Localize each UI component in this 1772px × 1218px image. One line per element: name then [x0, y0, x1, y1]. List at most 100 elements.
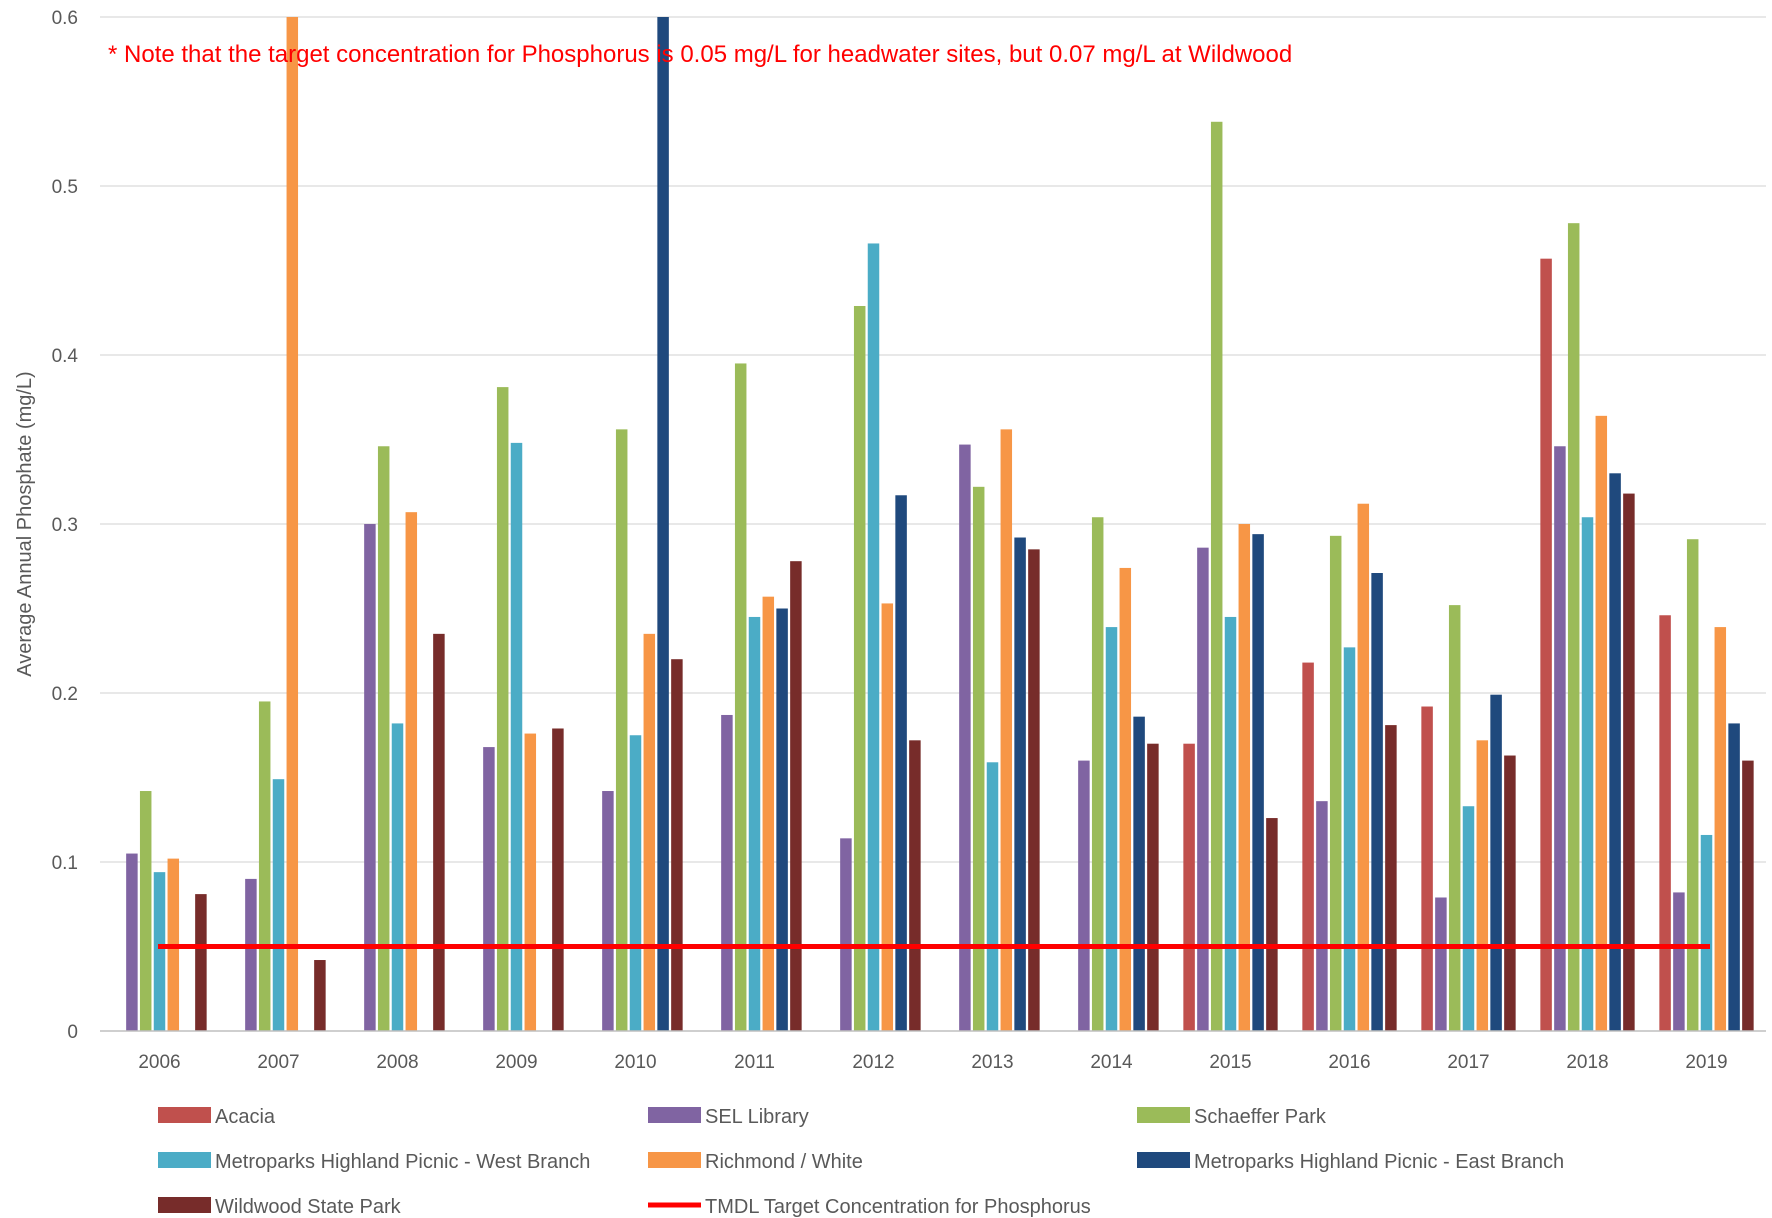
legend-item: Acacia [158, 1106, 276, 1128]
bar-schaeffer-park-2018 [1567, 223, 1580, 1031]
bar-wildwood-state-park-2016 [1385, 725, 1397, 1031]
legend-item: SEL Library [648, 1106, 809, 1128]
bar-richmond-white-2010 [643, 633, 656, 1031]
bar-metroparks-highland-picnic-west-branch-2016 [1343, 647, 1356, 1031]
x-tick-label: 2016 [1328, 1052, 1370, 1073]
bar-metroparks-highland-picnic-east-branch-2016 [1371, 573, 1383, 1031]
bar-metroparks-highland-picnic-west-branch-2011 [748, 616, 761, 1031]
legend-item: Wildwood State Park [158, 1196, 402, 1218]
bar-metroparks-highland-picnic-west-branch-2007 [272, 779, 285, 1031]
bar-richmond-white-2016 [1357, 503, 1370, 1032]
bar-wildwood-state-park-2011 [790, 561, 802, 1031]
x-tick-label: 2011 [734, 1052, 775, 1073]
bar-metroparks-highland-picnic-west-branch-2017 [1462, 806, 1475, 1031]
x-tick-label: 2015 [1209, 1052, 1251, 1073]
bar-richmond-white-2018 [1595, 415, 1608, 1032]
bar-sel-library-2010 [602, 791, 614, 1031]
bar-sel-library-2011 [721, 714, 733, 1031]
y-axis-label: Average Annual Phosphate (mg/L) [14, 371, 36, 676]
bar-metroparks-highland-picnic-east-branch-2018 [1609, 473, 1621, 1031]
bar-wildwood-state-park-2009 [552, 728, 564, 1031]
bar-wildwood-state-park-2006 [195, 894, 207, 1031]
legend-item: TMDL Target Concentration for Phosphorus [648, 1196, 1091, 1218]
legend-swatch [158, 1197, 211, 1213]
legend-label: Metroparks Highland Picnic - West Branch [215, 1151, 590, 1173]
bar-richmond-white-2009 [524, 733, 537, 1031]
y-tick-label: 0.1 [52, 853, 78, 874]
bar-sel-library-2013 [959, 444, 971, 1031]
bar-wildwood-state-park-2012 [909, 740, 921, 1031]
bar-richmond-white-2013 [1000, 429, 1013, 1031]
bar-acacia-2019 [1659, 615, 1671, 1031]
bar-acacia-2017 [1421, 706, 1433, 1031]
bar-wildwood-state-park-2018 [1623, 493, 1635, 1032]
bar-wildwood-state-park-2013 [1028, 549, 1040, 1031]
legend-swatch [648, 1107, 701, 1123]
bar-metroparks-highland-picnic-east-branch-2014 [1133, 716, 1145, 1031]
bar-schaeffer-park-2011 [734, 363, 747, 1031]
bar-acacia-2016 [1302, 662, 1314, 1031]
x-tick-label: 2018 [1566, 1052, 1608, 1073]
y-tick-label: 0.2 [52, 684, 78, 705]
bar-metroparks-highland-picnic-east-branch-2017 [1490, 694, 1502, 1031]
bar-richmond-white-2017 [1476, 740, 1489, 1031]
y-tick-label: 0.6 [52, 8, 78, 29]
x-tick-label: 2013 [971, 1052, 1013, 1073]
bar-sel-library-2006 [126, 853, 138, 1031]
bar-schaeffer-park-2016 [1329, 535, 1342, 1031]
bar-richmond-white-2012 [881, 603, 894, 1031]
bar-metroparks-highland-picnic-west-branch-2018 [1581, 517, 1594, 1031]
bar-schaeffer-park-2014 [1091, 517, 1104, 1031]
bar-metroparks-highland-picnic-east-branch-2011 [776, 608, 788, 1031]
gridlines [100, 16, 1766, 863]
bar-sel-library-2015 [1197, 547, 1209, 1031]
bar-wildwood-state-park-2010 [671, 659, 683, 1031]
legend-label: Schaeffer Park [1194, 1106, 1327, 1128]
bar-sel-library-2018 [1554, 446, 1566, 1031]
bar-metroparks-highland-picnic-west-branch-2013 [986, 762, 999, 1031]
bar-wildwood-state-park-2015 [1266, 818, 1278, 1031]
bar-metroparks-highland-picnic-west-branch-2019 [1700, 834, 1713, 1031]
bar-sel-library-2019 [1673, 892, 1685, 1031]
bar-richmond-white-2011 [762, 596, 775, 1031]
bar-sel-library-2008 [364, 524, 376, 1031]
x-tick-label: 2010 [614, 1052, 656, 1073]
legend-swatch [158, 1107, 211, 1123]
bar-richmond-white-2008 [405, 512, 418, 1031]
bar-schaeffer-park-2009 [496, 387, 509, 1031]
bar-metroparks-highland-picnic-east-branch-2019 [1728, 723, 1740, 1031]
x-tick-label: 2019 [1685, 1052, 1727, 1073]
x-axis-tick-labels: 2006 2007 2008 2009 2010 2011 2012 2013 2014 2015… [138, 1052, 1727, 1073]
x-tick-label: 2012 [852, 1052, 894, 1073]
legend-label: Richmond / White [705, 1151, 863, 1173]
bar-schaeffer-park-2019 [1686, 539, 1699, 1031]
bar-metroparks-highland-picnic-east-branch-2010 [657, 17, 669, 1031]
y-axis-tick-labels: 0 0.1 0.2 0.3 0.4 0.5 0.6 [52, 8, 79, 1043]
legend-label: SEL Library [705, 1106, 809, 1128]
bar-richmond-white-2019 [1714, 627, 1727, 1031]
bars [126, 17, 1754, 1032]
bar-metroparks-highland-picnic-west-branch-2006 [153, 872, 166, 1031]
x-tick-label: 2008 [376, 1052, 418, 1073]
bar-schaeffer-park-2006 [139, 791, 152, 1031]
legend-item: Schaeffer Park [1137, 1106, 1327, 1128]
bar-metroparks-highland-picnic-west-branch-2010 [629, 735, 642, 1031]
bar-metroparks-highland-picnic-west-branch-2009 [510, 442, 523, 1031]
bar-wildwood-state-park-2008 [433, 633, 445, 1031]
y-tick-label: 0.5 [52, 177, 78, 198]
legend-label: Acacia [215, 1106, 276, 1128]
bar-richmond-white-2014 [1119, 567, 1132, 1031]
bar-sel-library-2012 [840, 838, 852, 1031]
legend-label: Metroparks Highland Picnic - East Branch [1194, 1151, 1564, 1173]
chart-annotation-note: * Note that the target concentration for… [108, 41, 1292, 68]
bar-wildwood-state-park-2017 [1504, 755, 1516, 1031]
bar-sel-library-2017 [1435, 897, 1447, 1031]
legend-swatch [648, 1152, 701, 1168]
legend-item: Metroparks Highland Picnic - East Branch [1137, 1151, 1564, 1173]
bar-schaeffer-park-2012 [853, 305, 866, 1031]
bar-schaeffer-park-2017 [1448, 605, 1461, 1031]
bar-metroparks-highland-picnic-west-branch-2015 [1224, 616, 1237, 1031]
bar-metroparks-highland-picnic-east-branch-2015 [1252, 534, 1264, 1031]
legend-label: TMDL Target Concentration for Phosphorus [705, 1196, 1091, 1218]
